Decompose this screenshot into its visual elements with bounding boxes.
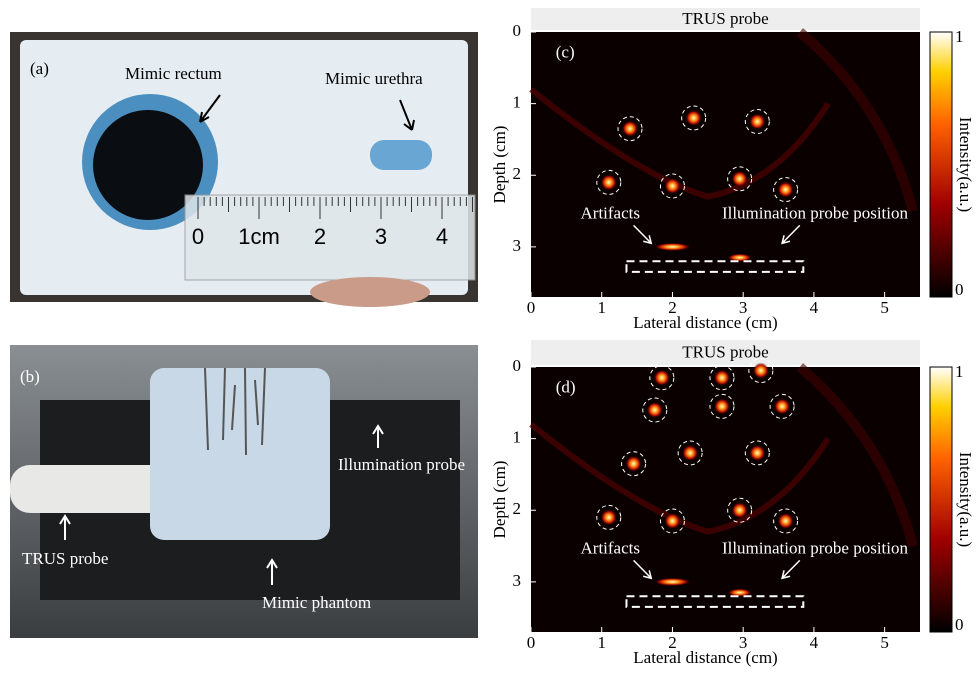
panel-label: (c): [556, 42, 575, 61]
spot: [774, 398, 790, 414]
spot: [686, 110, 702, 126]
spot: [664, 513, 680, 529]
ruler-label: 4: [436, 224, 448, 249]
annotation: Mimic phantom: [262, 593, 371, 612]
y-tick-label: 1: [513, 93, 522, 112]
colorbar-tick-label: 0: [955, 615, 964, 634]
spot: [749, 445, 765, 461]
artifact: [654, 578, 690, 586]
colorbar: [930, 32, 952, 297]
y-tick-label: 2: [513, 499, 522, 518]
spot: [626, 456, 642, 472]
header: TRUS probe: [682, 9, 768, 28]
spot: [778, 182, 794, 198]
spot: [664, 178, 680, 194]
ruler-label: 1cm: [238, 224, 280, 249]
spot: [601, 509, 617, 525]
spot: [732, 171, 748, 187]
spot: [682, 445, 698, 461]
x-tick-label: 5: [880, 298, 889, 317]
panel-label: (a): [30, 59, 49, 78]
annotation: Artifacts: [581, 539, 640, 558]
annotation: Illumination probe position: [722, 539, 909, 558]
x-tick-label: 5: [880, 633, 889, 652]
ruler-label: 0: [192, 224, 204, 249]
annotation: Artifacts: [581, 204, 640, 223]
spot: [732, 502, 748, 518]
x-tick-label: 4: [810, 298, 819, 317]
spot: [647, 402, 663, 418]
x-tick-label: 4: [810, 633, 819, 652]
x-tick-label: 0: [527, 298, 536, 317]
colorbar-label: Intensity(a.u.): [956, 117, 975, 212]
panel-label: (d): [556, 377, 576, 396]
photo-b: (b) Illumination probe TRUS probe Mimic …: [10, 345, 478, 638]
annotation: Mimic urethra: [325, 69, 423, 88]
heatmap: [531, 32, 920, 297]
colorbar-tick-label: 1: [955, 27, 964, 46]
spot: [778, 513, 794, 529]
spot: [749, 114, 765, 130]
annotation: Mimic rectum: [125, 64, 222, 83]
x-tick-label: 1: [597, 298, 606, 317]
spot: [654, 370, 670, 386]
ruler-label: 3: [375, 224, 387, 249]
x-tick-label: 1: [597, 633, 606, 652]
spot: [622, 121, 638, 137]
ruler-label: 2: [314, 224, 326, 249]
x-tick-label: 0: [527, 633, 536, 652]
panel-label: (b): [20, 367, 40, 386]
spot: [714, 370, 730, 386]
photo-a: (a) Mimic rectum Mimic urethra: [10, 32, 478, 307]
annotation: Illumination probe position: [722, 204, 909, 223]
artifact: [654, 243, 690, 251]
colorbar-tick-label: 1: [955, 362, 964, 381]
y-tick-label: 3: [513, 571, 522, 590]
y-tick-label: 2: [513, 164, 522, 183]
spot: [753, 363, 769, 379]
colorbar: [930, 367, 952, 632]
colorbar-tick-label: 0: [955, 280, 964, 299]
header: TRUS probe: [682, 342, 768, 361]
y-tick-label: 1: [513, 428, 522, 447]
x-axis-label: Lateral distance (cm): [633, 313, 777, 332]
spot: [601, 174, 617, 190]
x-axis-label: Lateral distance (cm): [633, 648, 777, 667]
annotation: Illumination probe: [338, 455, 465, 474]
annotation: TRUS probe: [22, 549, 108, 568]
y-axis-label: Depth (cm): [490, 461, 509, 539]
figure: (a) Mimic rectum Mimic urethra (b) Illum…: [0, 0, 977, 669]
y-tick-label: 0: [513, 21, 522, 40]
colorbar-label: Intensity(a.u.): [956, 452, 975, 547]
y-tick-label: 3: [513, 236, 522, 255]
y-tick-label: 0: [513, 356, 522, 375]
y-axis-label: Depth (cm): [490, 126, 509, 204]
spot: [714, 398, 730, 414]
